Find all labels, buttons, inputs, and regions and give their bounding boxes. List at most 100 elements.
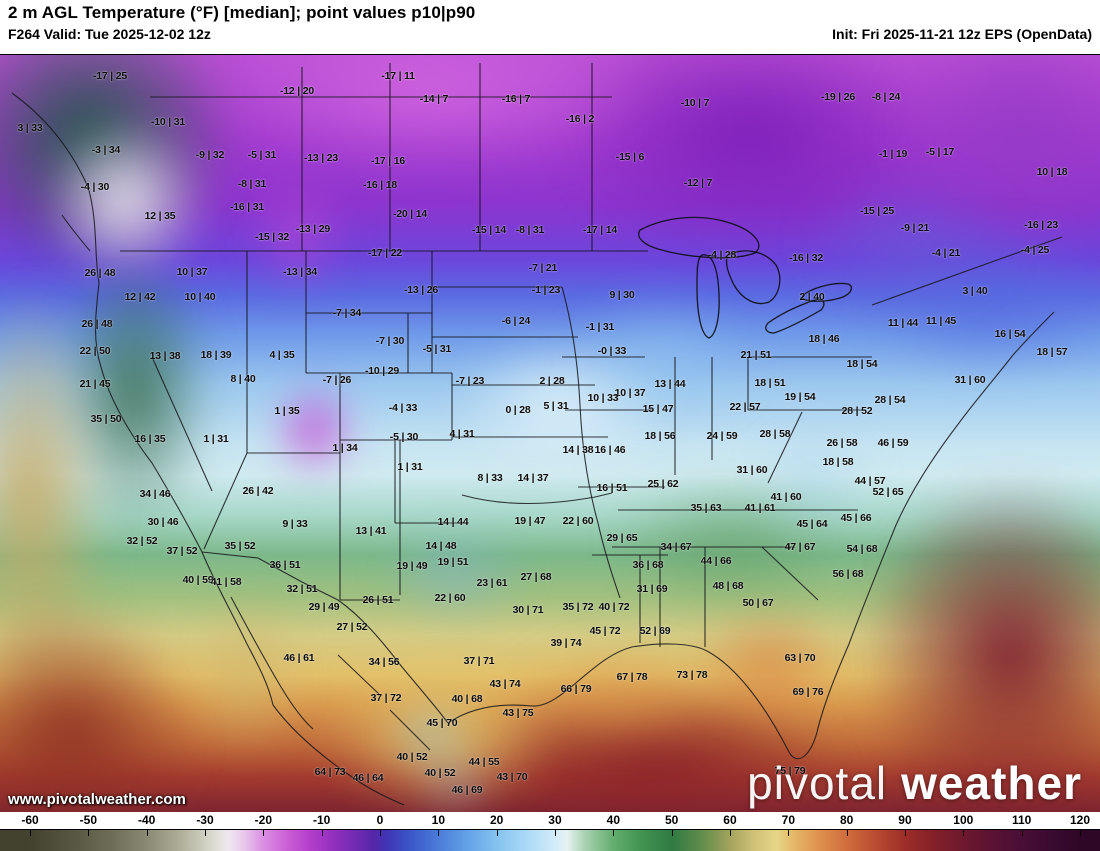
point-value: -10 | 7	[680, 97, 710, 109]
point-value: 22 | 60	[434, 592, 466, 604]
point-value: 37 | 52	[166, 545, 198, 557]
point-value: 14 | 37	[517, 472, 549, 484]
point-value: 28 | 52	[841, 405, 873, 417]
point-value: 1 | 34	[332, 442, 358, 454]
point-value: 18 | 58	[822, 456, 854, 468]
temperature-region	[0, 55, 240, 275]
point-value: 1 | 31	[397, 461, 423, 473]
point-value: -17 | 25	[92, 70, 128, 82]
point-value: 11 | 45	[925, 315, 957, 327]
point-value: -5 | 31	[247, 149, 277, 161]
point-value: 16 | 46	[594, 444, 626, 456]
colorbar-tick-label: 110	[1011, 813, 1032, 827]
point-value: -7 | 21	[528, 262, 558, 274]
colorbar-tick-mark	[613, 830, 615, 836]
point-value: -14 | 7	[419, 93, 449, 105]
colorbar-tick-label: 60	[723, 813, 737, 827]
point-value: -19 | 26	[820, 91, 856, 103]
colorbar-tick-mark	[1079, 830, 1081, 836]
watermark: www.pivotalweather.com	[8, 791, 186, 808]
point-value: 37 | 72	[370, 692, 402, 704]
point-value: -17 | 14	[582, 224, 618, 236]
colorbar-tick-label: 100	[953, 813, 974, 827]
point-value: 43 | 70	[496, 771, 528, 783]
point-value: 10 | 37	[614, 387, 646, 399]
point-value: -16 | 18	[362, 179, 398, 191]
point-value: -5 | 30	[389, 431, 419, 443]
point-value: 14 | 48	[425, 540, 457, 552]
colorbar-tick-mark	[438, 830, 440, 836]
point-value: -8 | 31	[515, 224, 545, 236]
point-value: 3 | 33	[17, 122, 43, 134]
point-value: 31 | 60	[736, 464, 768, 476]
point-value: -10 | 31	[150, 116, 186, 128]
colorbar-tick-label: -50	[79, 813, 97, 827]
point-value: 26 | 48	[84, 267, 116, 279]
colorbar-tick-label: 20	[489, 813, 504, 827]
point-value: 46 | 59	[877, 437, 909, 449]
point-value: 45 | 72	[589, 625, 621, 637]
point-value: 44 | 55	[468, 756, 500, 768]
point-value: 18 | 54	[846, 358, 878, 370]
colorbar-gradient	[0, 829, 1100, 851]
point-value: 16 | 51	[596, 482, 628, 494]
point-value: -7 | 23	[455, 375, 485, 387]
point-value: 46 | 69	[451, 784, 483, 796]
point-value: 46 | 64	[352, 772, 384, 784]
point-value: 18 | 56	[644, 430, 676, 442]
point-value: 40 | 72	[598, 601, 630, 613]
point-value: 22 | 50	[79, 345, 111, 357]
point-value: 18 | 39	[200, 349, 232, 361]
header: 2 m AGL Temperature (°F) [median]; point…	[0, 0, 1100, 55]
point-value: 10 | 40	[184, 291, 216, 303]
point-value: 56 | 68	[832, 568, 864, 580]
point-value: 27 | 68	[520, 571, 552, 583]
point-value: -7 | 30	[375, 335, 405, 347]
point-value: 66 | 79	[560, 683, 592, 695]
point-value: -4 | 21	[931, 247, 961, 259]
point-value: 69 | 76	[792, 686, 824, 698]
point-value: 16 | 54	[994, 328, 1026, 340]
point-value: -10 | 29	[364, 365, 400, 377]
point-value: 13 | 44	[654, 378, 686, 390]
point-value: 36 | 51	[269, 559, 301, 571]
point-value: 22 | 57	[729, 401, 761, 413]
colorbar-tick-label: 80	[839, 813, 854, 827]
colorbar-tick-label: 10	[431, 813, 446, 827]
point-value: 41 | 61	[744, 502, 776, 514]
point-value: -16 | 32	[788, 252, 824, 264]
point-value: -5 | 31	[422, 343, 452, 355]
point-value: 27 | 52	[336, 621, 368, 633]
point-value: -16 | 7	[501, 93, 531, 105]
point-value: 14 | 44	[437, 516, 469, 528]
point-value: -1 | 23	[531, 284, 561, 296]
point-value: 9 | 33	[282, 518, 308, 530]
point-value: 44 | 66	[700, 555, 732, 567]
colorbar-tick-mark	[963, 830, 965, 836]
point-value: 14 | 38	[562, 444, 594, 456]
colorbar-tick-label: 70	[781, 813, 796, 827]
colorbar-tick-label: -60	[21, 813, 39, 827]
point-value: -15 | 25	[859, 205, 895, 217]
temperature-region	[510, 645, 730, 755]
point-value: -12 | 7	[683, 177, 713, 189]
point-value: 28 | 58	[759, 428, 791, 440]
colorbar-tick-mark	[379, 830, 381, 836]
point-value: 30 | 46	[147, 516, 179, 528]
point-value: 41 | 58	[210, 576, 242, 588]
colorbar-tick-mark	[88, 830, 90, 836]
point-value: 9 | 30	[609, 289, 635, 301]
point-value: -15 | 32	[254, 231, 290, 243]
point-value: 36 | 68	[632, 559, 664, 571]
point-value: 3 | 40	[962, 285, 988, 297]
logo-word-pivotal: pivotal	[747, 757, 888, 809]
point-value: -13 | 26	[403, 284, 439, 296]
point-value: 45 | 64	[796, 518, 828, 530]
point-value: 34 | 56	[368, 656, 400, 668]
point-value: 19 | 51	[437, 556, 469, 568]
init-time-label: Init: Fri 2025-11-21 12z EPS (OpenData)	[832, 26, 1092, 42]
point-value: 48 | 68	[712, 580, 744, 592]
point-value: 24 | 59	[706, 430, 738, 442]
point-value: -5 | 17	[925, 146, 955, 158]
colorbar-tick-label: 50	[664, 813, 679, 827]
